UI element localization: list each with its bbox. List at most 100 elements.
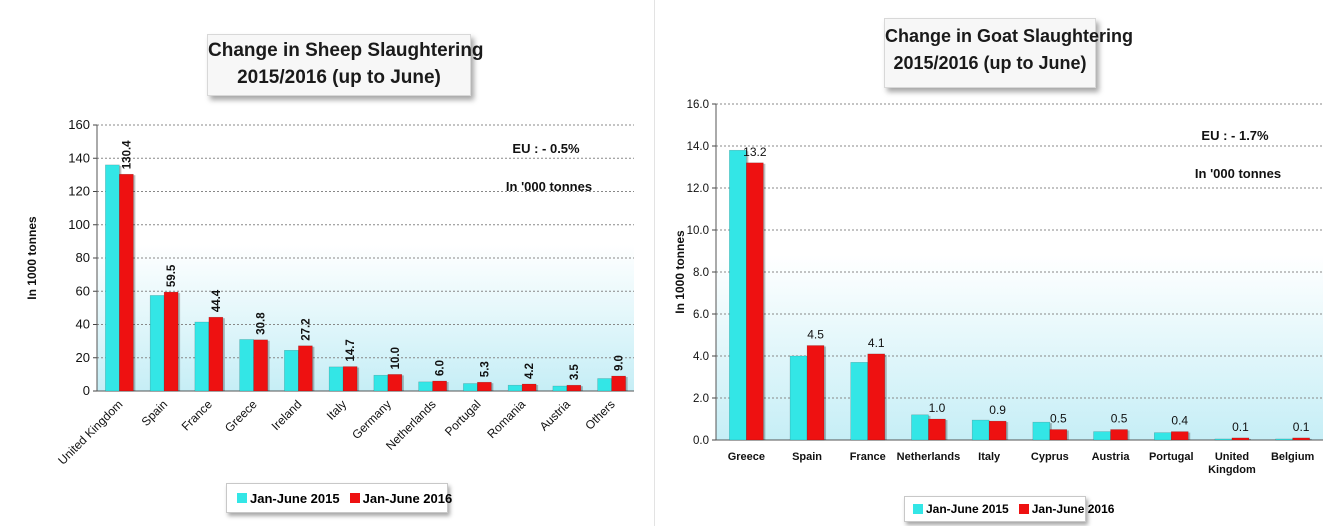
data-label: 6.0 [435, 360, 447, 376]
data-label: 4.5 [807, 328, 824, 342]
data-label: 0.5 [1111, 412, 1128, 426]
bar-2015 [194, 321, 210, 392]
y-tick-label: 160 [68, 117, 90, 132]
legend-item-2015: Jan-June 2015 [237, 491, 340, 506]
sheep-chart-title: Change in Sheep Slaughtering [208, 40, 484, 61]
category-label: Italy [324, 397, 349, 422]
bar-2015 [1093, 431, 1111, 441]
y-tick-label: 80 [76, 250, 90, 265]
category-label: France [179, 397, 216, 434]
bar-2015 [239, 339, 254, 392]
bar-2016 [432, 380, 447, 392]
goat-chart-svg: 0.0 2.0 4.0 6.0 8.0 10.0 12.0 14.0 16.0 In 1000 t… [673, 99, 1323, 476]
sheep-chart-panel: Change in Sheep Slaughtering 2015/2016 (… [0, 0, 650, 526]
y-tick-label: 120 [68, 184, 90, 199]
legend-item-2016: Jan-June 2016 [1018, 502, 1115, 516]
bar-2016 [1231, 437, 1250, 441]
bar-2016 [746, 162, 764, 441]
y-tick-label: 8.0 [693, 267, 709, 279]
bar-2016 [1171, 431, 1189, 441]
bar-2015 [789, 355, 808, 441]
y-tick-label: 2.0 [693, 393, 709, 405]
bar-2015 [507, 384, 523, 392]
goat-chart-subtitle: 2015/2016 (up to June) [893, 53, 1087, 73]
data-label: 0.9 [989, 403, 1006, 417]
data-label: 10.0 [390, 347, 402, 369]
data-label: 0.5 [1050, 412, 1067, 426]
data-label: 1.0 [929, 401, 946, 415]
y-tick-label: 0.0 [693, 435, 709, 447]
bar-2015 [1214, 438, 1233, 441]
legend-swatch-2016 [349, 493, 360, 503]
category-label: Netherlands [897, 451, 961, 463]
data-label: 130.4 [121, 140, 133, 169]
legend-label-2016: Jan-June 2016 [1031, 502, 1115, 516]
y-axis-label: In 1000 tonnes [673, 230, 687, 314]
legend-item-2015: Jan-June 2015 [913, 502, 1009, 516]
data-label: 4.2 [524, 363, 536, 379]
data-label: 3.5 [569, 364, 581, 381]
bar-2015 [850, 362, 868, 441]
data-label: 9.0 [614, 355, 626, 371]
goat-chart-legend: Jan-June 2015 Jan-June 2016 [904, 496, 1114, 522]
data-label: 44.4 [211, 289, 223, 312]
legend-label-2015: Jan-June 2015 [926, 502, 1009, 516]
bar-2016 [387, 374, 403, 392]
y-tick-label: 10.0 [687, 225, 709, 237]
category-label: Portugal [1149, 451, 1194, 463]
y-tick-label: 140 [68, 150, 90, 165]
bar-2016 [928, 418, 946, 441]
sheep-chart-legend: Jan-June 2015 Jan-June 2016 [226, 483, 452, 513]
data-label: 0.1 [1293, 420, 1310, 434]
category-label: France [850, 451, 886, 463]
bar-2015 [1154, 432, 1172, 441]
category-label: Portugal [442, 397, 484, 439]
legend-label-2016: Jan-June 2016 [362, 490, 453, 506]
bar-2016 [208, 316, 224, 392]
bar-2016 [1110, 429, 1128, 441]
y-tick-label: 0 [83, 383, 90, 398]
category-label: Austria [1092, 451, 1131, 463]
legend-label-2015: Jan-June 2015 [250, 490, 340, 506]
bar-2015 [149, 295, 165, 392]
category-label: Germany [349, 397, 394, 442]
bar-2015 [971, 419, 990, 441]
bar-2016 [1049, 429, 1068, 441]
y-tick-label: 6.0 [693, 309, 709, 321]
bar-2016 [867, 353, 885, 441]
data-label: 30.8 [256, 312, 268, 335]
bar-2016 [1292, 437, 1310, 441]
bar-2015 [284, 350, 299, 392]
bar-2015 [463, 383, 478, 392]
category-label: Romania [484, 397, 528, 441]
category-label: Cyprus [1031, 451, 1069, 463]
data-label: 59.5 [166, 264, 178, 287]
bar-2015 [1275, 438, 1293, 441]
data-label: 0.1 [1232, 420, 1249, 434]
legend-swatch-2015 [237, 493, 247, 503]
bar-2015 [597, 378, 612, 392]
category-label: United Kingdom [55, 397, 125, 467]
category-label: Greece [222, 397, 260, 435]
category-label: Spain [139, 397, 171, 429]
bar-2015 [729, 149, 747, 441]
data-label: 0.4 [1171, 414, 1188, 428]
panel-divider [654, 0, 655, 526]
units-annotation: In '000 tonnes [1195, 166, 1281, 181]
bar-2016 [342, 366, 358, 392]
bar-2015 [911, 414, 929, 441]
bar-2015 [418, 381, 433, 392]
bar-2015 [1032, 421, 1051, 441]
category-label: Others [582, 397, 617, 432]
sheep-chart-title-box: Change in Sheep Slaughtering 2015/2016 (… [207, 34, 484, 96]
legend-swatch-2016 [1018, 504, 1029, 514]
y-tick-label: 20 [76, 350, 90, 365]
category-label: Austria [537, 397, 574, 434]
category-label: United Kingdom [1208, 451, 1256, 476]
category-label: Italy [978, 451, 1001, 463]
bar-2015 [105, 164, 120, 392]
bar-2015 [552, 385, 568, 392]
bar-2016 [611, 375, 626, 392]
y-tick-label: 16.0 [687, 99, 709, 111]
bar-2015 [328, 366, 344, 392]
